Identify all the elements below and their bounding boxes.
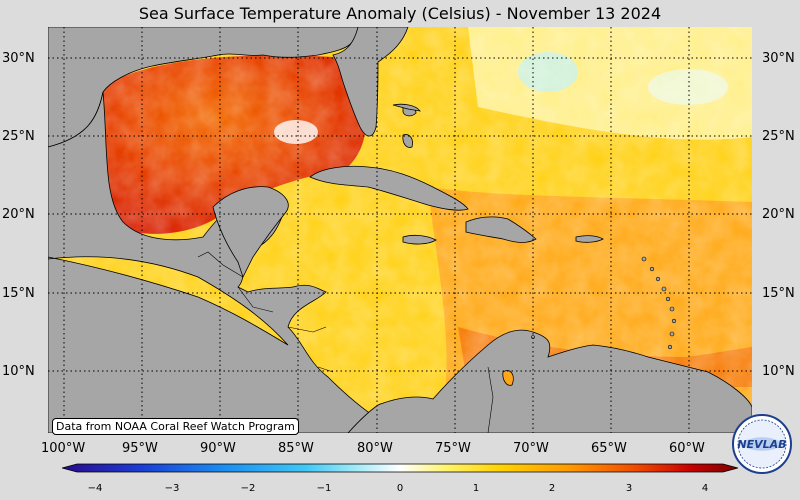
map-title: Sea Surface Temperature Anomaly (Celsius… xyxy=(138,4,662,23)
colorbar-tick: −2 xyxy=(240,483,256,494)
colorbar-tick: −4 xyxy=(87,483,103,494)
nevlab-logo: NEVLAB xyxy=(732,414,792,474)
land-mexico xyxy=(48,91,401,433)
lat-label-right: 30°N xyxy=(762,51,795,66)
lat-label-left: 10°N xyxy=(2,364,35,379)
land-bahamas-small xyxy=(402,134,413,148)
lon-label: 80°W xyxy=(357,441,393,456)
land-bahamas-abaco xyxy=(392,103,421,112)
lon-label: 65°W xyxy=(591,441,627,456)
lon-label: 95°W xyxy=(122,441,158,456)
colorbar-fill xyxy=(62,463,738,473)
land-puerto-rico xyxy=(575,235,604,243)
lon-label: 100°W xyxy=(41,441,86,456)
sst-anomaly-map xyxy=(48,27,752,433)
colorbar-tick: 3 xyxy=(625,483,633,494)
lat-label-right: 25°N xyxy=(762,129,795,144)
lon-label: 75°W xyxy=(435,441,471,456)
island xyxy=(661,286,667,292)
lesser-antilles xyxy=(531,256,677,350)
lon-label: 70°W xyxy=(513,441,549,456)
land-masses xyxy=(48,27,752,433)
lon-label: 90°W xyxy=(200,441,236,456)
borders xyxy=(197,251,494,433)
land-south-america xyxy=(347,329,752,433)
lat-label-left: 20°N xyxy=(2,207,35,222)
island xyxy=(649,266,655,272)
lat-label-left: 25°N xyxy=(2,129,35,144)
logo-text: NEVLAB xyxy=(737,438,786,451)
island xyxy=(671,318,677,324)
colorbar-tick: 1 xyxy=(472,483,480,494)
land-florida xyxy=(332,27,409,137)
lat-label-left: 15°N xyxy=(2,286,35,301)
colorbar xyxy=(62,463,738,473)
colorbar-tick: 0 xyxy=(396,483,404,494)
lon-label: 85°W xyxy=(278,441,314,456)
lat-label-left: 30°N xyxy=(2,51,35,66)
land-yucatan xyxy=(212,186,289,279)
land-hispaniola xyxy=(465,216,537,243)
land-jamaica xyxy=(402,234,437,245)
colorbar-tick: −1 xyxy=(316,483,332,494)
island xyxy=(667,344,673,350)
island xyxy=(641,256,647,262)
lat-label-right: 20°N xyxy=(762,207,795,222)
lat-label-right: 15°N xyxy=(762,286,795,301)
colorbar-tick: −3 xyxy=(164,483,180,494)
island xyxy=(669,306,675,312)
lon-label: 60°W xyxy=(669,441,705,456)
data-credit: Data from NOAA Coral Reef Watch Program xyxy=(52,418,299,435)
island xyxy=(665,296,671,302)
colorbar-tick: 4 xyxy=(701,483,709,494)
island xyxy=(669,331,675,337)
lat-label-right: 10°N xyxy=(762,364,795,379)
land-cuba xyxy=(309,165,469,211)
lake-maracaibo xyxy=(502,370,514,386)
island xyxy=(655,276,661,282)
colorbar-tick: 2 xyxy=(548,483,556,494)
graticule xyxy=(48,27,752,433)
map-canvas xyxy=(48,27,752,433)
